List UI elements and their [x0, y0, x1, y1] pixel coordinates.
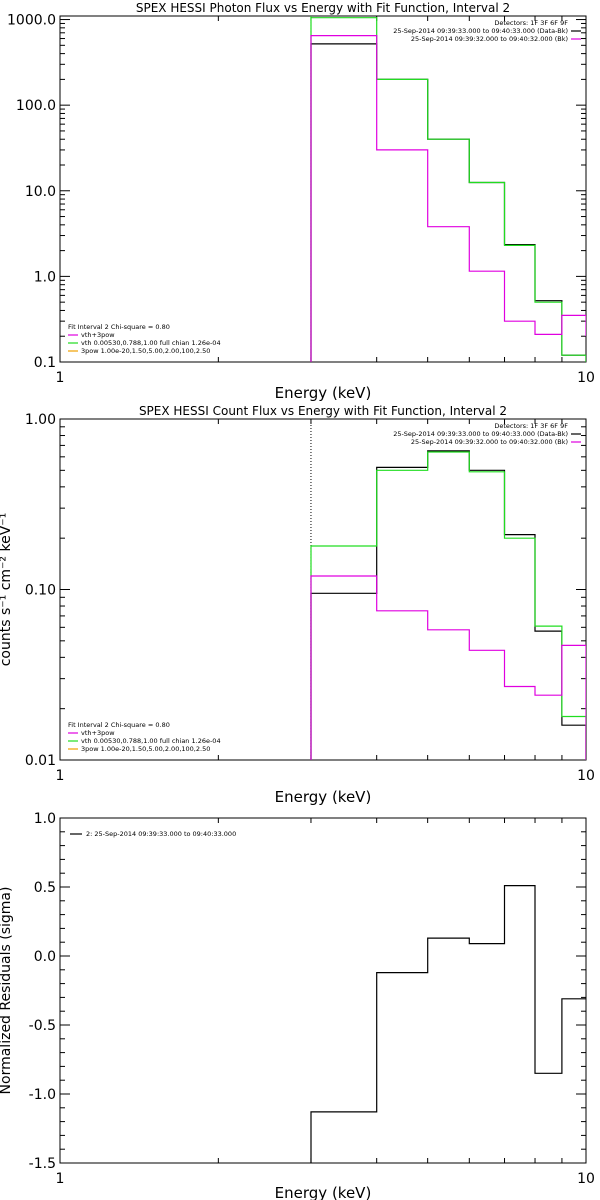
x-tick-label: 1 — [56, 370, 65, 386]
legend-top-entry: Detectors: 1F 3F 6F 9F — [494, 19, 568, 27]
legend-top-entry: 25-Sep-2014 09:39:33.000 to 09:40:33.000… — [393, 27, 568, 35]
x-axis-label: Energy (keV) — [275, 788, 372, 806]
chart-panel-3: 1 10 Energy (keV) -1.5 -1.0 -0.5 0.0 0.5 1.0 Norm… — [0, 811, 595, 1200]
x-tick-label: 10 — [577, 768, 595, 784]
y-axis-label: Normalized Residuals (sigma) — [0, 887, 14, 1095]
legend-bottom-entry: Fit Interval 2 Chi-square = 0.80 — [68, 323, 170, 331]
series-black-line — [310, 450, 586, 760]
x-axis-label: Energy (keV) — [275, 384, 372, 402]
legend-top-entry: 25-Sep-2014 09:39:33.000 to 09:40:33.000… — [393, 430, 568, 438]
y-tick-label: 0.1 — [34, 355, 56, 371]
plot-frame — [59, 418, 587, 761]
y-tick-label: 1.0 — [34, 811, 56, 827]
series-magenta-line — [310, 35, 586, 362]
y-tick-label: 100.0 — [16, 98, 56, 114]
legend-bottom-entry: vth 0.00530,0.788,1.00 full chian 1.26e-… — [81, 737, 221, 745]
legend-top-entry: 25-Sep-2014 09:39:32.000 to 09:40:32.000… — [411, 438, 568, 446]
legend-bottom-entry: vth+3pow — [81, 729, 115, 737]
y-tick-label: 0.0 — [34, 949, 56, 965]
y-tick-label: -1.0 — [29, 1087, 56, 1103]
series-black-line — [310, 43, 586, 362]
y-tick-label: 1.0 — [34, 269, 56, 285]
series-magenta-line — [310, 575, 586, 760]
x-tick-label: 1 — [56, 768, 65, 784]
chart-panel-2: SPEX HESSI Count Flux vs Energy with Fit… — [0, 404, 595, 806]
legend-entry: 2: 25-Sep-2014 09:39:33.000 to 09:40:33.… — [86, 830, 236, 838]
y-tick-label: 0.10 — [25, 583, 56, 599]
y-tick-label: -0.5 — [29, 1018, 56, 1034]
series-green-line — [310, 451, 586, 760]
y-axis-label: counts s⁻¹ cm⁻² keV⁻¹ — [0, 513, 14, 667]
chart-panel-1: SPEX HESSI Photon Flux vs Energy with Fi… — [7, 1, 595, 402]
legend-bottom-entry: Fit Interval 2 Chi-square = 0.80 — [68, 721, 170, 729]
y-tick-label: 1000.0 — [7, 13, 56, 29]
legend-top-entry: 25-Sep-2014 09:39:32.000 to 09:40:32.000… — [411, 35, 568, 43]
y-tick-label: 0.01 — [25, 753, 56, 769]
legend-bottom-entry: 3pow 1.00e-20,1.50,5.00,2.00,100,2.50 — [81, 745, 210, 753]
x-tick-label: 10 — [577, 1171, 595, 1187]
legend-bottom-entry: vth+3pow — [81, 331, 115, 339]
x-tick-label: 1 — [56, 1171, 65, 1187]
x-tick-label: 10 — [577, 370, 595, 386]
legend-bottom-entry: vth 0.00530,0.788,1.00 full chian 1.26e-… — [81, 339, 221, 347]
chart-title: SPEX HESSI Count Flux vs Energy with Fit… — [139, 404, 507, 418]
x-axis-label: Energy (keV) — [275, 1184, 372, 1200]
plot-frame — [59, 817, 587, 1164]
chart-title: SPEX HESSI Photon Flux vs Energy with Fi… — [136, 1, 510, 15]
series-black-line — [310, 885, 586, 1163]
y-tick-label: -1.5 — [29, 1156, 56, 1172]
y-tick-label: 0.5 — [34, 880, 56, 896]
y-tick-label: 1.00 — [25, 412, 56, 428]
series-green-line — [310, 17, 586, 362]
plot-frame — [59, 15, 587, 363]
y-tick-label: 10.0 — [25, 184, 56, 200]
legend-bottom-entry: 3pow 1.00e-20,1.50,5.00,2.00,100,2.50 — [81, 347, 210, 355]
legend-top-entry: Detectors: 1F 3F 6F 9F — [494, 422, 568, 430]
